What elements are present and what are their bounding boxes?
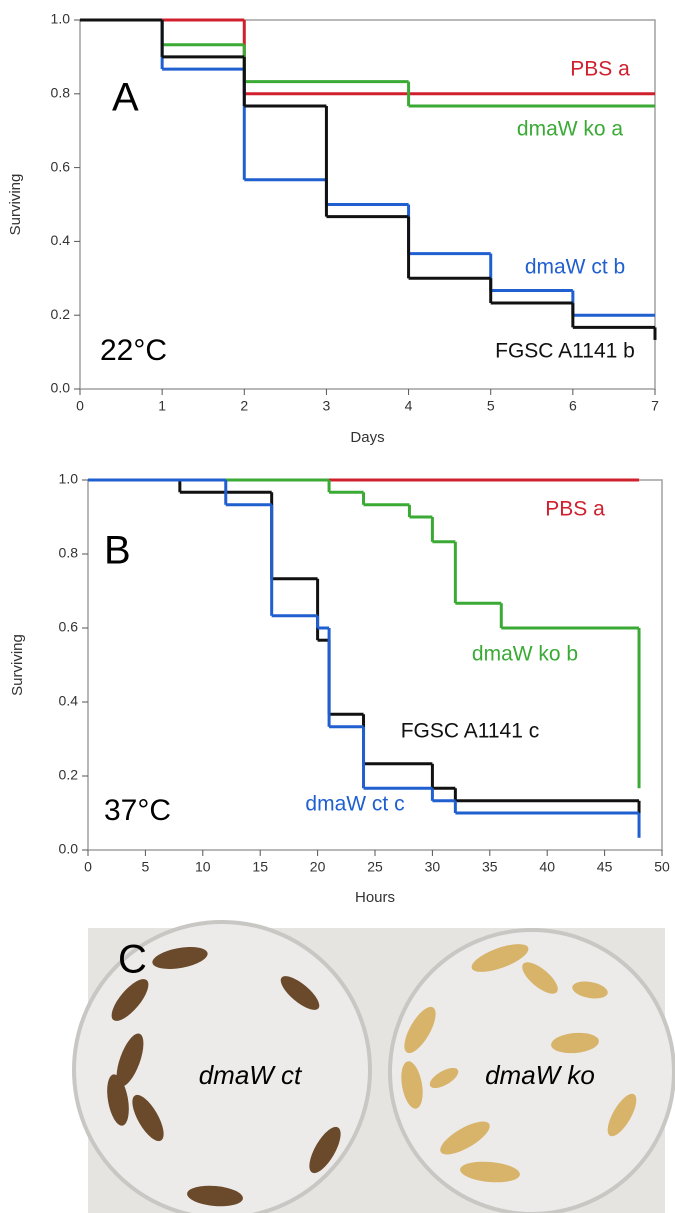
x-tick-label: 2 [240, 398, 248, 414]
x-tick-label: 3 [323, 398, 331, 414]
series-label: dmaW ct c [305, 793, 404, 816]
x-tick-label: 6 [569, 398, 577, 414]
larvae-light [401, 944, 637, 1183]
series [88, 478, 641, 838]
plot-frame [79, 19, 656, 390]
x-tick-label: 20 [310, 859, 326, 875]
x-tick-label: 4 [405, 398, 413, 414]
y-tick-label: 0.8 [51, 85, 71, 101]
y-tick-label: 0.6 [59, 619, 79, 635]
series-label: dmaW ko a [517, 118, 624, 141]
photo-caption: dmaW ko [485, 1060, 595, 1090]
x-tick-label: 30 [425, 859, 441, 875]
x-tick-label: 45 [597, 859, 613, 875]
photo-panel: C dmaW ct dmaW ko [72, 920, 675, 1213]
photo-caption: dmaW ct [199, 1060, 303, 1090]
chart: 0.0 0.2 0.4 0.6 0.8 1.0 0 5 10 15 20 25 30 35 40 45 50 Su… [9, 471, 670, 906]
series-label: FGSC A1141 b [495, 340, 635, 363]
y-tick-label: 0.0 [59, 841, 79, 857]
x-tick-label: 7 [651, 398, 659, 414]
series-label: PBS a [570, 58, 630, 81]
x-axis-label: Days [350, 429, 384, 446]
x-tick-label: 15 [252, 859, 268, 875]
chart: 0.0 0.2 0.4 0.6 0.8 1.0 0 1 2 3 4 5 6 7 Surviving Days P… [7, 11, 659, 446]
x-tick-label: 1 [158, 398, 166, 414]
x-tick-label: 0 [84, 859, 92, 875]
series-label: PBS a [545, 498, 605, 521]
panel-label: C [118, 938, 147, 982]
y-tick-label: 0.0 [51, 380, 71, 396]
y-tick-label: 0.4 [59, 693, 79, 709]
y-tick-label: 1.0 [51, 11, 71, 27]
x-axis-label: Hours [355, 889, 395, 906]
y-axis-label: Surviving [7, 174, 24, 236]
y-tick-label: 0.8 [59, 545, 79, 561]
x-tick-label: 40 [539, 859, 555, 875]
x-tick-label: 10 [195, 859, 211, 875]
larvae-dark [107, 947, 341, 1207]
series-label: dmaW ct b [525, 256, 625, 279]
panel-label: A [112, 76, 139, 120]
y-tick-label: 0.2 [51, 306, 71, 322]
panel-label: B [104, 529, 131, 573]
x-tick-label: 35 [482, 859, 498, 875]
x-tick-label: 0 [76, 398, 84, 414]
x-tick-label: 25 [367, 859, 383, 875]
x-tick-label: 5 [142, 859, 150, 875]
y-tick-label: 0.4 [51, 232, 71, 248]
condition-label: 22°C [100, 334, 167, 367]
series-label: dmaW ko b [472, 643, 578, 666]
y-axis-label: Surviving [9, 634, 26, 696]
condition-label: 37°C [104, 794, 171, 827]
y-tick-label: 0.6 [51, 158, 71, 174]
y-tick-label: 1.0 [59, 471, 79, 487]
series [80, 18, 657, 340]
x-tick-label: 50 [654, 859, 670, 875]
x-tick-label: 5 [487, 398, 495, 414]
series-label: FGSC A1141 c [401, 720, 540, 743]
y-tick-label: 0.2 [59, 767, 79, 783]
